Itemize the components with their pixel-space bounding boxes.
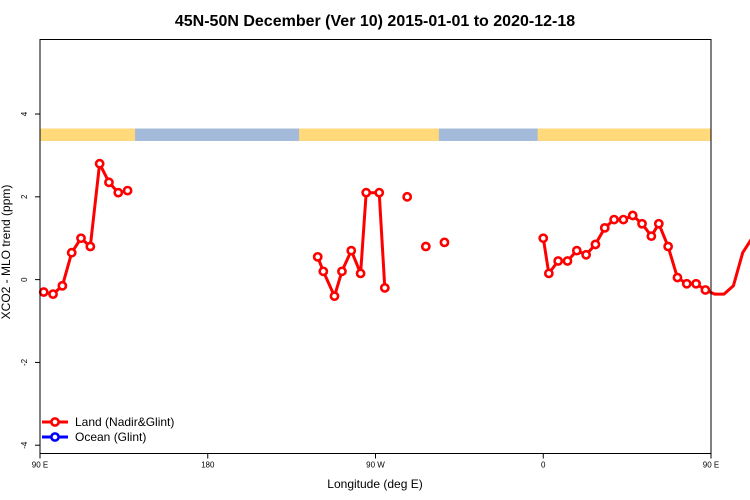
data-point bbox=[66, 247, 77, 258]
series-line bbox=[541, 214, 750, 296]
y-axis-ticks: -4 -2 0 2 4 bbox=[20, 111, 40, 449]
data-point bbox=[48, 289, 58, 300]
data-point bbox=[361, 187, 372, 198]
chart-title: 45N-50N December (Ver 10) 2015-01-01 to … bbox=[175, 13, 575, 30]
data-point bbox=[57, 280, 68, 291]
x-tick-label: 90 E bbox=[703, 461, 719, 470]
data-point bbox=[581, 249, 592, 260]
data-point bbox=[76, 233, 86, 244]
y-tick-label: 2 bbox=[20, 194, 29, 199]
data-point bbox=[379, 282, 390, 293]
data-point bbox=[543, 268, 554, 279]
data-point bbox=[599, 222, 610, 233]
data-point bbox=[337, 266, 347, 277]
data-point bbox=[609, 214, 619, 225]
plot-frame bbox=[39, 39, 712, 454]
series-layer bbox=[38, 158, 750, 302]
data-point bbox=[318, 266, 329, 277]
x-tick-label: 90 E bbox=[32, 461, 48, 470]
x-axis-label: Longitude (deg E) bbox=[327, 477, 422, 491]
data-point bbox=[538, 233, 549, 244]
x-tick-label: 90 W bbox=[366, 461, 385, 470]
legend-label: Ocean (Glint) bbox=[75, 430, 146, 444]
land-band bbox=[40, 128, 136, 141]
land-band bbox=[537, 128, 711, 141]
data-point bbox=[312, 251, 323, 262]
data-point bbox=[627, 210, 638, 221]
data-point bbox=[562, 256, 573, 266]
data-point bbox=[653, 218, 664, 229]
x-tick-label: 0 bbox=[541, 461, 546, 470]
data-point bbox=[122, 185, 133, 196]
y-tick-label: -4 bbox=[20, 441, 29, 449]
data-point bbox=[38, 287, 49, 297]
data-point bbox=[672, 272, 683, 283]
data-point bbox=[346, 245, 357, 256]
data-point bbox=[85, 241, 96, 252]
y-tick-label: -2 bbox=[20, 358, 29, 366]
data-point bbox=[329, 291, 340, 302]
data-point bbox=[681, 278, 692, 289]
y-tick-label: 0 bbox=[20, 277, 29, 282]
data-point bbox=[104, 177, 114, 188]
data-point bbox=[618, 214, 629, 225]
series-line bbox=[316, 191, 387, 298]
y-tick-label: 4 bbox=[20, 111, 29, 116]
legend-label: Land (Nadir&Glint) bbox=[75, 415, 174, 429]
map-strip bbox=[40, 128, 711, 141]
data-point bbox=[590, 239, 601, 250]
series-group bbox=[38, 158, 750, 302]
data-point bbox=[646, 231, 657, 242]
data-point bbox=[553, 256, 564, 266]
land-band bbox=[299, 128, 439, 141]
legend: Land (Nadir&Glint)Ocean (Glint) bbox=[42, 415, 174, 444]
data-point bbox=[439, 237, 450, 248]
data-point bbox=[355, 268, 366, 279]
data-point bbox=[700, 285, 711, 295]
legend-marker bbox=[50, 432, 60, 442]
x-axis-ticks: 90 E 180 90 W 0 90 E bbox=[32, 453, 719, 470]
data-point bbox=[113, 187, 124, 198]
series-line bbox=[43, 162, 128, 296]
data-point bbox=[663, 241, 674, 252]
legend-marker bbox=[50, 417, 60, 427]
y-axis-label: XCO2 - MLO trend (ppm) bbox=[0, 185, 13, 320]
data-point bbox=[420, 241, 431, 252]
data-point bbox=[637, 218, 647, 229]
data-point bbox=[374, 187, 385, 198]
data-point bbox=[691, 278, 701, 289]
data-point bbox=[402, 191, 413, 202]
data-point bbox=[94, 158, 105, 169]
data-point bbox=[571, 245, 582, 256]
x-tick-label: 180 bbox=[201, 461, 215, 470]
